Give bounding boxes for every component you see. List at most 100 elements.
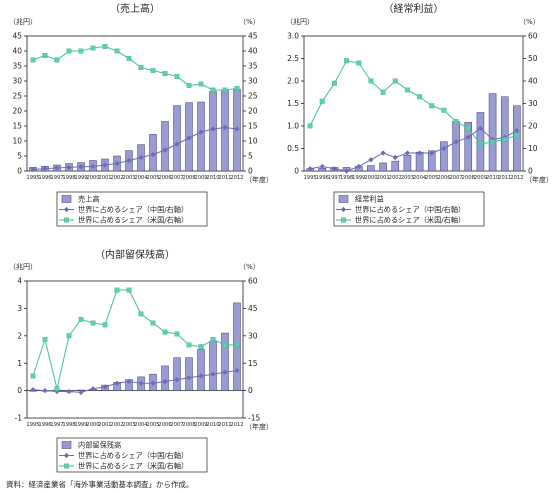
bar <box>185 357 193 391</box>
right-tick-label: 0 <box>248 167 253 176</box>
us-share-point <box>42 337 48 342</box>
x-tick-label: 2009 <box>194 422 207 428</box>
china-share-point <box>30 166 36 173</box>
bar <box>500 96 509 172</box>
left-tick-label: 0 <box>17 167 22 176</box>
us-share-point <box>210 337 216 342</box>
bar <box>173 105 181 172</box>
bar <box>440 141 448 172</box>
x-tick-label: 2003 <box>122 175 135 181</box>
china-share-point <box>42 166 48 172</box>
legend-us-marker <box>64 217 69 223</box>
left-tick-label: 1 <box>17 359 22 368</box>
china-share-point <box>222 124 228 131</box>
x-tick-label: 2006 <box>437 175 450 181</box>
left-tick-label: 5 <box>17 152 22 161</box>
left-axis-unit: （兆円） <box>9 17 37 26</box>
x-axis-unit: （年度） <box>245 422 273 431</box>
us-share-point <box>502 137 508 142</box>
us-share-point <box>331 80 337 86</box>
x-tick-label: 2005 <box>146 175 159 181</box>
us-share-point <box>344 58 350 64</box>
china-share-point <box>186 135 192 141</box>
x-tick-label: 2003 <box>122 422 135 428</box>
x-tick-label: 1996 <box>38 422 51 428</box>
x-tick-label: 2012 <box>510 175 523 181</box>
x-tick-label: 1998 <box>62 422 75 428</box>
us-share-point <box>234 342 240 348</box>
china-share-point <box>174 141 180 147</box>
us-share-line <box>309 60 518 145</box>
right-tick-label: 10 <box>528 144 538 153</box>
x-tick-label: 2001 <box>376 175 389 181</box>
bar <box>197 349 205 391</box>
legend-bar-swatch <box>338 195 349 203</box>
right-axis-unit: （%） <box>239 18 260 26</box>
us-share-point <box>514 132 520 138</box>
left-tick-label: 0 <box>17 386 22 395</box>
left-tick-label: 2 <box>17 331 22 340</box>
left-tick-label: 3 <box>17 304 22 313</box>
us-share-point <box>138 65 144 70</box>
us-share-point <box>126 287 132 293</box>
x-tick-label: 2004 <box>134 175 148 181</box>
x-tick-label: 2002 <box>110 175 123 181</box>
x-tick-label: 2000 <box>86 175 99 181</box>
x-tick-label: 2004 <box>134 422 148 428</box>
china-share-point <box>356 163 362 170</box>
x-tick-label: 1997 <box>328 175 341 181</box>
right-tick-label: 10 <box>248 137 258 146</box>
right-tick-label: 20 <box>248 107 258 116</box>
right-tick-label: 25 <box>248 92 258 101</box>
left-tick-label: 1.0 <box>287 122 299 131</box>
us-share-point <box>126 56 132 61</box>
china-share-point <box>42 388 48 394</box>
right-tick-label: 5 <box>248 152 253 161</box>
us-share-point <box>174 331 180 337</box>
bar <box>209 341 217 391</box>
china-share-point <box>114 380 120 386</box>
us-share-point <box>234 86 240 91</box>
x-tick-label: 1998 <box>340 175 353 181</box>
legend-label: 内部留保残高 <box>78 441 121 450</box>
right-axis-unit: （%） <box>519 18 540 26</box>
left-tick-label: 40 <box>12 47 22 56</box>
china-share-point <box>186 375 192 381</box>
x-tick-label: 2012 <box>230 422 243 428</box>
left-tick-label: 10 <box>12 137 22 146</box>
china-share-point <box>150 380 156 386</box>
bar <box>221 89 229 172</box>
x-tick-label: 2002 <box>389 175 402 181</box>
china-share-point <box>138 380 144 386</box>
left-tick-label: 45 <box>12 32 22 41</box>
x-tick-label: 2007 <box>449 175 462 181</box>
x-tick-label: 1999 <box>352 175 365 181</box>
right-tick-label: 20 <box>528 122 538 131</box>
china-share-point <box>90 386 96 392</box>
x-tick-label: 2010 <box>206 175 219 181</box>
us-share-point <box>54 386 60 392</box>
x-tick-label: 2003 <box>401 175 414 181</box>
china-share-point <box>210 371 216 377</box>
china-share-point <box>126 157 132 164</box>
us-share-point <box>380 89 386 95</box>
us-share-point <box>90 320 96 326</box>
china-share-point <box>114 160 120 167</box>
bar <box>464 122 473 172</box>
us-share-point <box>42 53 48 58</box>
right-tick-label: 15 <box>248 122 258 131</box>
china-share-point <box>66 388 72 395</box>
x-tick-label: 2010 <box>486 175 499 181</box>
left-tick-label: 2.5 <box>287 54 299 63</box>
chart-title: （売上高） <box>110 2 160 15</box>
bar <box>513 105 521 172</box>
us-share-point <box>198 81 204 87</box>
right-tick-label: 40 <box>248 47 258 56</box>
legend-label: 世界に占めるシェア（米国/右軸） <box>355 216 465 225</box>
right-tick-label: 40 <box>528 77 538 86</box>
legend-us-marker <box>341 217 346 223</box>
x-axis-unit: （年度） <box>245 175 273 184</box>
legend-label: 売上高 <box>78 195 100 204</box>
x-tick-label: 2007 <box>170 175 183 181</box>
china-share-point <box>343 168 350 174</box>
